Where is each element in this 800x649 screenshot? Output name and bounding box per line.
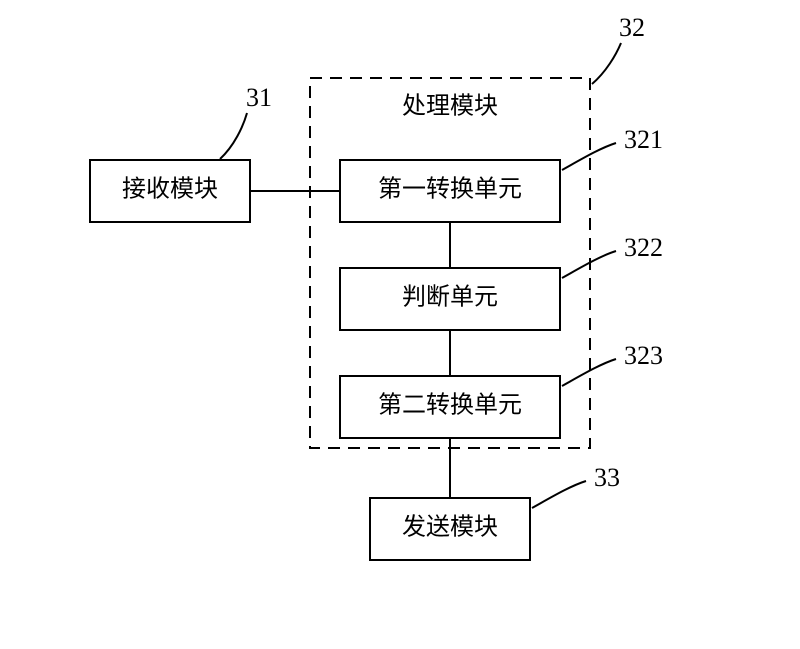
refnum-33: 33 <box>594 463 620 492</box>
judge-unit-label: 判断单元 <box>402 284 498 311</box>
refnum-32: 32 <box>619 13 645 42</box>
leader-32 <box>592 43 621 84</box>
first-conversion-unit-label: 第一转换单元 <box>378 176 522 203</box>
second-conversion-unit-label: 第二转换单元 <box>378 392 522 419</box>
leader-31 <box>220 113 247 159</box>
send-module-label: 发送模块 <box>402 514 498 541</box>
refnum-31: 31 <box>246 83 272 112</box>
refnum-322: 322 <box>624 233 663 262</box>
refnum-321: 321 <box>624 125 663 154</box>
processing-module-label: 处理模块 <box>402 93 498 120</box>
refnum-323: 323 <box>624 341 663 370</box>
receive-module-label: 接收模块 <box>122 176 218 203</box>
leader-33 <box>532 481 586 508</box>
